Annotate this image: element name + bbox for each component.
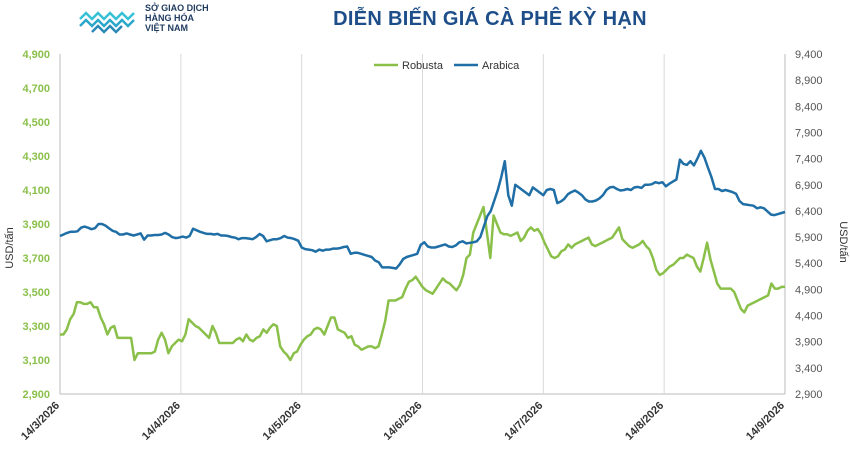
right-tick-label: 8,900 — [795, 75, 823, 87]
x-tick-label: 14/5/2026 — [261, 400, 304, 443]
left-tick-label: 4,300 — [22, 151, 50, 163]
logo-waves-icon — [79, 11, 135, 34]
left-tick-label: 4,700 — [22, 83, 50, 95]
legend: Robusta Arabica — [374, 60, 520, 72]
right-tick-label: 6,400 — [795, 206, 823, 218]
right-axis-unit: USD/tấn — [837, 221, 849, 263]
sgd-logo — [78, 4, 228, 34]
x-tick-label: 14/4/2026 — [140, 400, 183, 443]
left-axis: 2,900 3,100 3,300 3,500 3,700 3,900 4,100 4,300… — [22, 49, 50, 401]
legend-label-robusta: Robusta — [402, 60, 444, 72]
left-tick-label: 3,700 — [22, 253, 50, 265]
x-tick-label: 14/6/2026 — [382, 400, 425, 443]
left-tick-label: 3,100 — [22, 355, 50, 367]
right-tick-label: 5,900 — [795, 232, 823, 244]
series-line-robusta — [60, 205, 785, 362]
x-tick-label: 14/3/2026 — [19, 400, 62, 443]
x-tick-label: 14/9/2026 — [744, 400, 787, 443]
left-tick-label: 4,900 — [22, 49, 50, 61]
logo-line-2: HÀNG HÓA — [145, 13, 194, 23]
left-tick-label: 3,900 — [22, 219, 50, 231]
left-tick-label: 3,500 — [22, 287, 50, 299]
series-line-arabica — [59, 149, 786, 270]
right-tick-label: 5,400 — [795, 258, 823, 270]
right-tick-label: 3,900 — [795, 337, 823, 349]
right-tick-label: 7,400 — [795, 154, 823, 166]
left-tick-label: 2,900 — [22, 389, 50, 401]
logo-line-3: VIỆT NAM — [145, 23, 189, 33]
left-tick-label: 4,500 — [22, 117, 50, 129]
grid-lines — [59, 54, 786, 395]
left-tick-label: 3,300 — [22, 321, 50, 333]
x-tick-label: 14/7/2026 — [502, 400, 545, 443]
legend-label-arabica: Arabica — [482, 60, 520, 72]
right-tick-label: 3,400 — [795, 363, 823, 375]
chart-title: DIỄN BIẾN GIÁ CÀ PHÊ KỲ HẠN — [333, 8, 647, 30]
right-tick-label: 8,400 — [795, 101, 823, 113]
series-lines — [59, 149, 786, 362]
right-tick-label: 6,900 — [795, 180, 823, 192]
left-tick-label: 4,100 — [22, 185, 50, 197]
right-axis: 2,900 3,400 3,900 4,400 4,900 5,400 5,900 6,400… — [795, 49, 823, 401]
right-tick-label: 2,900 — [795, 389, 823, 401]
x-tick-label: 14/8/2026 — [623, 400, 666, 443]
right-tick-label: 4,400 — [795, 311, 823, 323]
x-axis: 14/3/2026 14/4/2026 14/5/2026 14/6/2026 14/7… — [19, 400, 787, 443]
logo-line-1: SỞ GIAO DỊCH — [145, 3, 209, 13]
left-axis-unit: USD/tấn — [4, 227, 16, 269]
logo-text: SỞ GIAO DỊCH HÀNG HÓA VIỆT NAM — [145, 3, 209, 33]
right-tick-label: 4,900 — [795, 284, 823, 296]
right-tick-label: 9,400 — [795, 49, 823, 61]
right-tick-label: 7,900 — [795, 127, 823, 139]
